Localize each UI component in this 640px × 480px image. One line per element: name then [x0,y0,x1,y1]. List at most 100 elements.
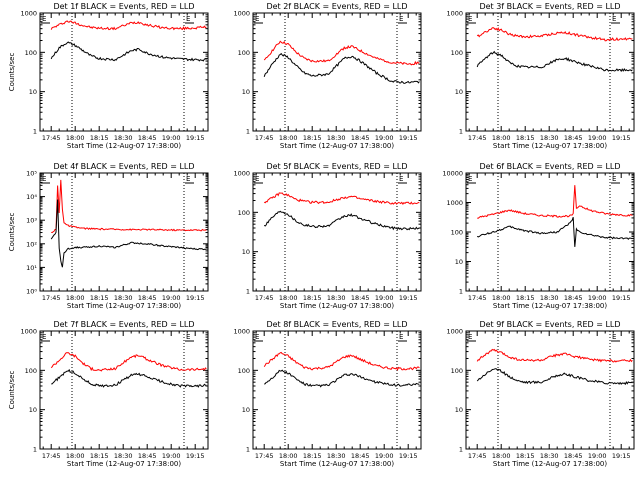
x-tick-label: 18:45 [138,452,157,460]
x-tick-label: 17:45 [255,294,274,302]
x-tick-label: 19:15 [186,452,205,460]
x-axis-label: Start Time (12-Aug-07 17:38:00) [493,460,607,468]
plot-frame [39,330,209,450]
y-tick-label: 100 [238,209,250,217]
x-tick-label: 18:30 [327,134,346,142]
x-axis-label: Start Time (12-Aug-07 17:38:00) [280,302,394,310]
plot-frame [465,12,635,132]
y-tick-label: 100 [25,367,37,375]
plot-frame [465,330,635,450]
y-tick-label: 10 [242,248,250,256]
x-tick-label: 17:45 [42,452,61,460]
y-tick-label: 100 [25,49,37,57]
y-tick-label: 10000 [442,170,463,178]
y-tick-label: 1000 [233,170,250,178]
x-tick-label: 19:00 [588,452,607,460]
x-tick-label: 18:00 [66,134,85,142]
chart-panel-2: Det 2f BLACK = Events, RED = LLD 1 10 100 10… [233,2,422,150]
y-tick-label: 1000 [233,328,250,336]
e-marker: E [612,333,616,341]
x-tick-label: 17:45 [42,134,61,142]
chart-panel-8: Det 8f BLACK = Events, RED = LLD 1 10 100 10… [233,320,422,468]
e-marker: E [468,15,472,23]
y-tick-label: 1000 [20,328,37,336]
x-tick-label: 18:00 [279,294,298,302]
x-tick-label: 19:00 [375,452,394,460]
series-line-events [50,41,207,62]
x-tick-label: 18:00 [279,452,298,460]
chart-panel-3: Det 3f BLACK = Events, RED = LLD 1 10 100 10… [446,2,635,150]
e-marker: E [468,333,472,341]
y-axis-label: Counts/sec [8,53,16,92]
e-marker: E [468,175,472,183]
x-tick-label: 18:00 [492,452,511,460]
y-tick-label: 10 [29,406,37,414]
chart-panel-5: Det 5f BLACK = Events, RED = LLD 1 10 100 10… [233,162,422,310]
chart-title: Det 4f BLACK = Events, RED = LLD [53,162,194,171]
y-tick-label: 10³ [26,217,37,225]
y-tick-label: 100 [451,229,463,237]
e-marker: E [186,175,190,183]
x-tick-label: 18:15 [90,294,109,302]
x-tick-label: 18:30 [114,134,133,142]
y-tick-label: 10 [242,88,250,96]
x-tick-label: 18:45 [351,452,370,460]
series-line-events [263,369,420,388]
chart-panel-7: Det 7f BLACK = Events, RED = LLD 1 10 100 10… [8,320,209,468]
x-axis-label: Start Time (12-Aug-07 17:38:00) [493,302,607,310]
plot-frame [252,330,422,450]
x-tick-label: 17:45 [468,452,487,460]
y-tick-label: 10 [455,258,463,266]
e-marker: E [255,15,259,23]
x-tick-label: 18:45 [564,452,583,460]
y-tick-label: 1 [459,288,463,296]
x-axis-label: Start Time (12-Aug-07 17:38:00) [67,142,181,150]
plot-frame [39,172,209,292]
series-line-events [51,368,207,388]
x-tick-label: 19:00 [162,294,181,302]
chart-panel-4: Det 4f BLACK = Events, RED = LLD 10⁰ 10¹ 10… [8,162,209,310]
e-marker: E [399,333,403,341]
x-tick-label: 18:30 [540,294,559,302]
y-tick-label: 10 [455,406,463,414]
x-tick-label: 18:30 [114,452,133,460]
x-tick-label: 19:15 [612,134,631,142]
x-tick-label: 19:00 [162,452,181,460]
series-line-lld [263,40,420,66]
y-axis-label: Counts/sec [8,371,16,410]
e-marker: E [186,333,190,341]
x-tick-label: 19:00 [588,294,607,302]
series-line-lld [50,352,207,372]
e-marker: E [255,333,259,341]
y-tick-label: 1000 [446,10,463,18]
y-tick-label: 1 [33,128,37,136]
x-tick-label: 18:15 [516,134,535,142]
x-axis-label: Start Time (12-Aug-07 17:38:00) [280,460,394,468]
x-tick-label: 19:15 [186,294,205,302]
e-marker: E [255,175,259,183]
x-tick-label: 18:45 [564,134,583,142]
x-tick-label: 17:45 [42,294,61,302]
x-axis-label: Start Time (12-Aug-07 17:38:00) [67,302,181,310]
y-tick-label: 10⁵ [26,170,37,178]
x-tick-label: 18:00 [66,294,85,302]
x-tick-label: 19:15 [399,294,418,302]
y-tick-label: 100 [451,367,463,375]
x-tick-label: 18:00 [492,294,511,302]
x-tick-label: 18:30 [114,294,133,302]
y-axis-label: Counts/sec [8,213,16,252]
y-tick-label: 100 [451,49,463,57]
x-tick-label: 18:15 [303,294,322,302]
chart-title: Det 1f BLACK = Events, RED = LLD [53,2,194,11]
series-line-lld [263,351,420,371]
e-marker: E [399,175,403,183]
e-marker: E [612,175,616,183]
y-tick-label: 10 [242,406,250,414]
y-tick-label: 10¹ [26,264,37,272]
e-marker: E [612,15,616,23]
plot-frame [252,172,422,292]
x-tick-label: 18:30 [540,452,559,460]
x-tick-label: 19:15 [399,134,418,142]
y-tick-label: 1 [246,288,250,296]
